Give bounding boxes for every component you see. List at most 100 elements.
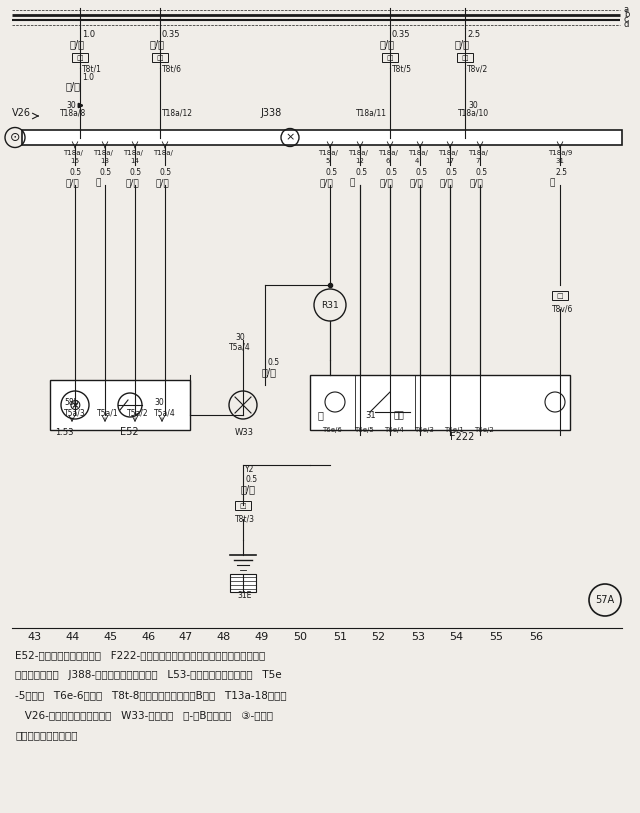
Text: T18a/: T18a/ bbox=[408, 150, 428, 156]
Text: 17: 17 bbox=[445, 158, 454, 164]
Text: 31: 31 bbox=[555, 158, 564, 164]
Text: □: □ bbox=[387, 55, 394, 61]
Text: 0.5: 0.5 bbox=[100, 168, 112, 177]
Text: T5a/4: T5a/4 bbox=[154, 408, 176, 417]
Text: T8t/1: T8t/1 bbox=[82, 64, 102, 73]
Text: T6e/4: T6e/4 bbox=[384, 427, 404, 433]
Text: 16: 16 bbox=[70, 158, 79, 164]
Text: W33: W33 bbox=[235, 428, 254, 437]
Text: 0.5: 0.5 bbox=[160, 168, 172, 177]
Text: 53: 53 bbox=[411, 632, 425, 642]
Text: T8v/6: T8v/6 bbox=[552, 305, 573, 314]
Text: T18a/11: T18a/11 bbox=[356, 109, 387, 118]
Text: 0.5: 0.5 bbox=[245, 475, 257, 484]
Text: 棕: 棕 bbox=[350, 178, 355, 187]
Text: T6e/5: T6e/5 bbox=[354, 427, 374, 433]
Text: 棕/黑: 棕/黑 bbox=[320, 178, 333, 187]
Text: 0.5: 0.5 bbox=[267, 358, 279, 367]
Text: 6: 6 bbox=[385, 158, 390, 164]
Text: ⊗: ⊗ bbox=[68, 398, 81, 412]
Text: T18a/: T18a/ bbox=[348, 150, 368, 156]
Text: -5孔插头   T6e-6孔插头   T8t-8孔插头（黑色，在左B处）   T13a-18孔插头: -5孔插头 T6e-6孔插头 T8t-8孔插头（黑色，在左B处） T13a-18… bbox=[15, 690, 287, 700]
Text: 灰/白: 灰/白 bbox=[65, 178, 79, 187]
Text: 12: 12 bbox=[355, 158, 364, 164]
Text: 棕/黑: 棕/黑 bbox=[262, 367, 277, 377]
Bar bbox=[230, 574, 256, 592]
Text: 14: 14 bbox=[130, 158, 139, 164]
Text: T6e/1: T6e/1 bbox=[444, 427, 464, 433]
Text: T18a/: T18a/ bbox=[438, 150, 458, 156]
Text: 30: 30 bbox=[66, 101, 76, 110]
Text: T18a/: T18a/ bbox=[123, 150, 143, 156]
Text: 0.35: 0.35 bbox=[392, 30, 410, 39]
Text: □: □ bbox=[240, 503, 246, 509]
Text: T8t/6: T8t/6 bbox=[162, 64, 182, 73]
Text: T18a/: T18a/ bbox=[468, 150, 488, 156]
Text: T5a/1: T5a/1 bbox=[97, 408, 118, 417]
Text: 0.5: 0.5 bbox=[130, 168, 142, 177]
Text: T18a/: T18a/ bbox=[153, 150, 173, 156]
Text: E52-后排左侧电动门窗开关   F222-后排左侧中央门锁电控单元（图中开关处于车: E52-后排左侧电动门窗开关 F222-后排左侧中央门锁电控单元（图中开关处于车 bbox=[15, 650, 265, 660]
Text: 30: 30 bbox=[468, 101, 477, 110]
Text: T18a/: T18a/ bbox=[318, 150, 338, 156]
Text: T18a/: T18a/ bbox=[93, 150, 113, 156]
Text: 1.53: 1.53 bbox=[55, 428, 74, 437]
Text: F222: F222 bbox=[450, 432, 474, 442]
Text: 红/黄: 红/黄 bbox=[66, 81, 81, 91]
Text: □: □ bbox=[557, 293, 563, 299]
Text: T18a/: T18a/ bbox=[378, 150, 398, 156]
Text: 0.5: 0.5 bbox=[355, 168, 367, 177]
Text: ⊙: ⊙ bbox=[10, 131, 20, 144]
Text: 黑/灰: 黑/灰 bbox=[440, 178, 454, 187]
Text: T18a/: T18a/ bbox=[63, 150, 83, 156]
Text: 开: 开 bbox=[318, 410, 324, 420]
Text: 绿: 绿 bbox=[95, 178, 100, 187]
Text: T5a/3: T5a/3 bbox=[64, 408, 86, 417]
Text: J338: J338 bbox=[260, 108, 281, 118]
FancyBboxPatch shape bbox=[552, 291, 568, 300]
Text: 43: 43 bbox=[28, 632, 42, 642]
Text: 0.5: 0.5 bbox=[475, 168, 487, 177]
Text: 44: 44 bbox=[66, 632, 80, 642]
Text: E52: E52 bbox=[120, 427, 139, 437]
Text: 31E: 31E bbox=[237, 591, 252, 600]
Text: 棕: 棕 bbox=[550, 178, 556, 187]
Text: 1.0: 1.0 bbox=[82, 73, 94, 82]
Text: 5: 5 bbox=[325, 158, 330, 164]
Text: 51: 51 bbox=[333, 632, 347, 642]
Text: ×: × bbox=[285, 133, 294, 142]
Text: 绿/蓝: 绿/蓝 bbox=[125, 178, 139, 187]
Text: T18a/9: T18a/9 bbox=[548, 150, 572, 156]
Text: T8v/2: T8v/2 bbox=[467, 64, 488, 73]
Text: 0.5: 0.5 bbox=[385, 168, 397, 177]
Text: 0.5: 0.5 bbox=[415, 168, 427, 177]
Text: T8t/5: T8t/5 bbox=[392, 64, 412, 73]
FancyBboxPatch shape bbox=[152, 53, 168, 62]
Text: 2.5: 2.5 bbox=[467, 30, 480, 39]
Text: T8t/3: T8t/3 bbox=[235, 515, 255, 524]
Text: 安全: 安全 bbox=[393, 411, 404, 420]
Text: 57A: 57A bbox=[595, 595, 614, 605]
Text: d: d bbox=[624, 20, 629, 29]
Text: 54: 54 bbox=[449, 632, 463, 642]
Text: □: □ bbox=[461, 55, 468, 61]
Text: 棕/绿: 棕/绿 bbox=[380, 178, 394, 187]
Text: 48: 48 bbox=[217, 632, 231, 642]
Text: V26: V26 bbox=[12, 108, 31, 118]
Text: 49: 49 bbox=[255, 632, 269, 642]
Text: 0.5: 0.5 bbox=[70, 168, 82, 177]
Text: 52: 52 bbox=[371, 632, 385, 642]
Text: 30: 30 bbox=[235, 333, 244, 342]
Text: 门打开的位置）   J388-后排左侧车门电控单元   L53-电动门窗开关指示灯泡   T5e: 门打开的位置） J388-后排左侧车门电控单元 L53-电动门窗开关指示灯泡 T… bbox=[15, 670, 282, 680]
Text: T18a/8: T18a/8 bbox=[60, 109, 86, 118]
Text: 47: 47 bbox=[179, 632, 193, 642]
Text: □: □ bbox=[157, 55, 163, 61]
Text: R31: R31 bbox=[321, 301, 339, 310]
Text: （在左后车门线束内）: （在左后车门线束内） bbox=[15, 730, 77, 740]
Text: 0.5: 0.5 bbox=[445, 168, 457, 177]
Text: 0.35: 0.35 bbox=[162, 30, 180, 39]
Text: 13: 13 bbox=[100, 158, 109, 164]
Text: 0.5: 0.5 bbox=[325, 168, 337, 177]
Text: 红/白: 红/白 bbox=[455, 39, 470, 49]
Text: T6e/2: T6e/2 bbox=[474, 427, 493, 433]
